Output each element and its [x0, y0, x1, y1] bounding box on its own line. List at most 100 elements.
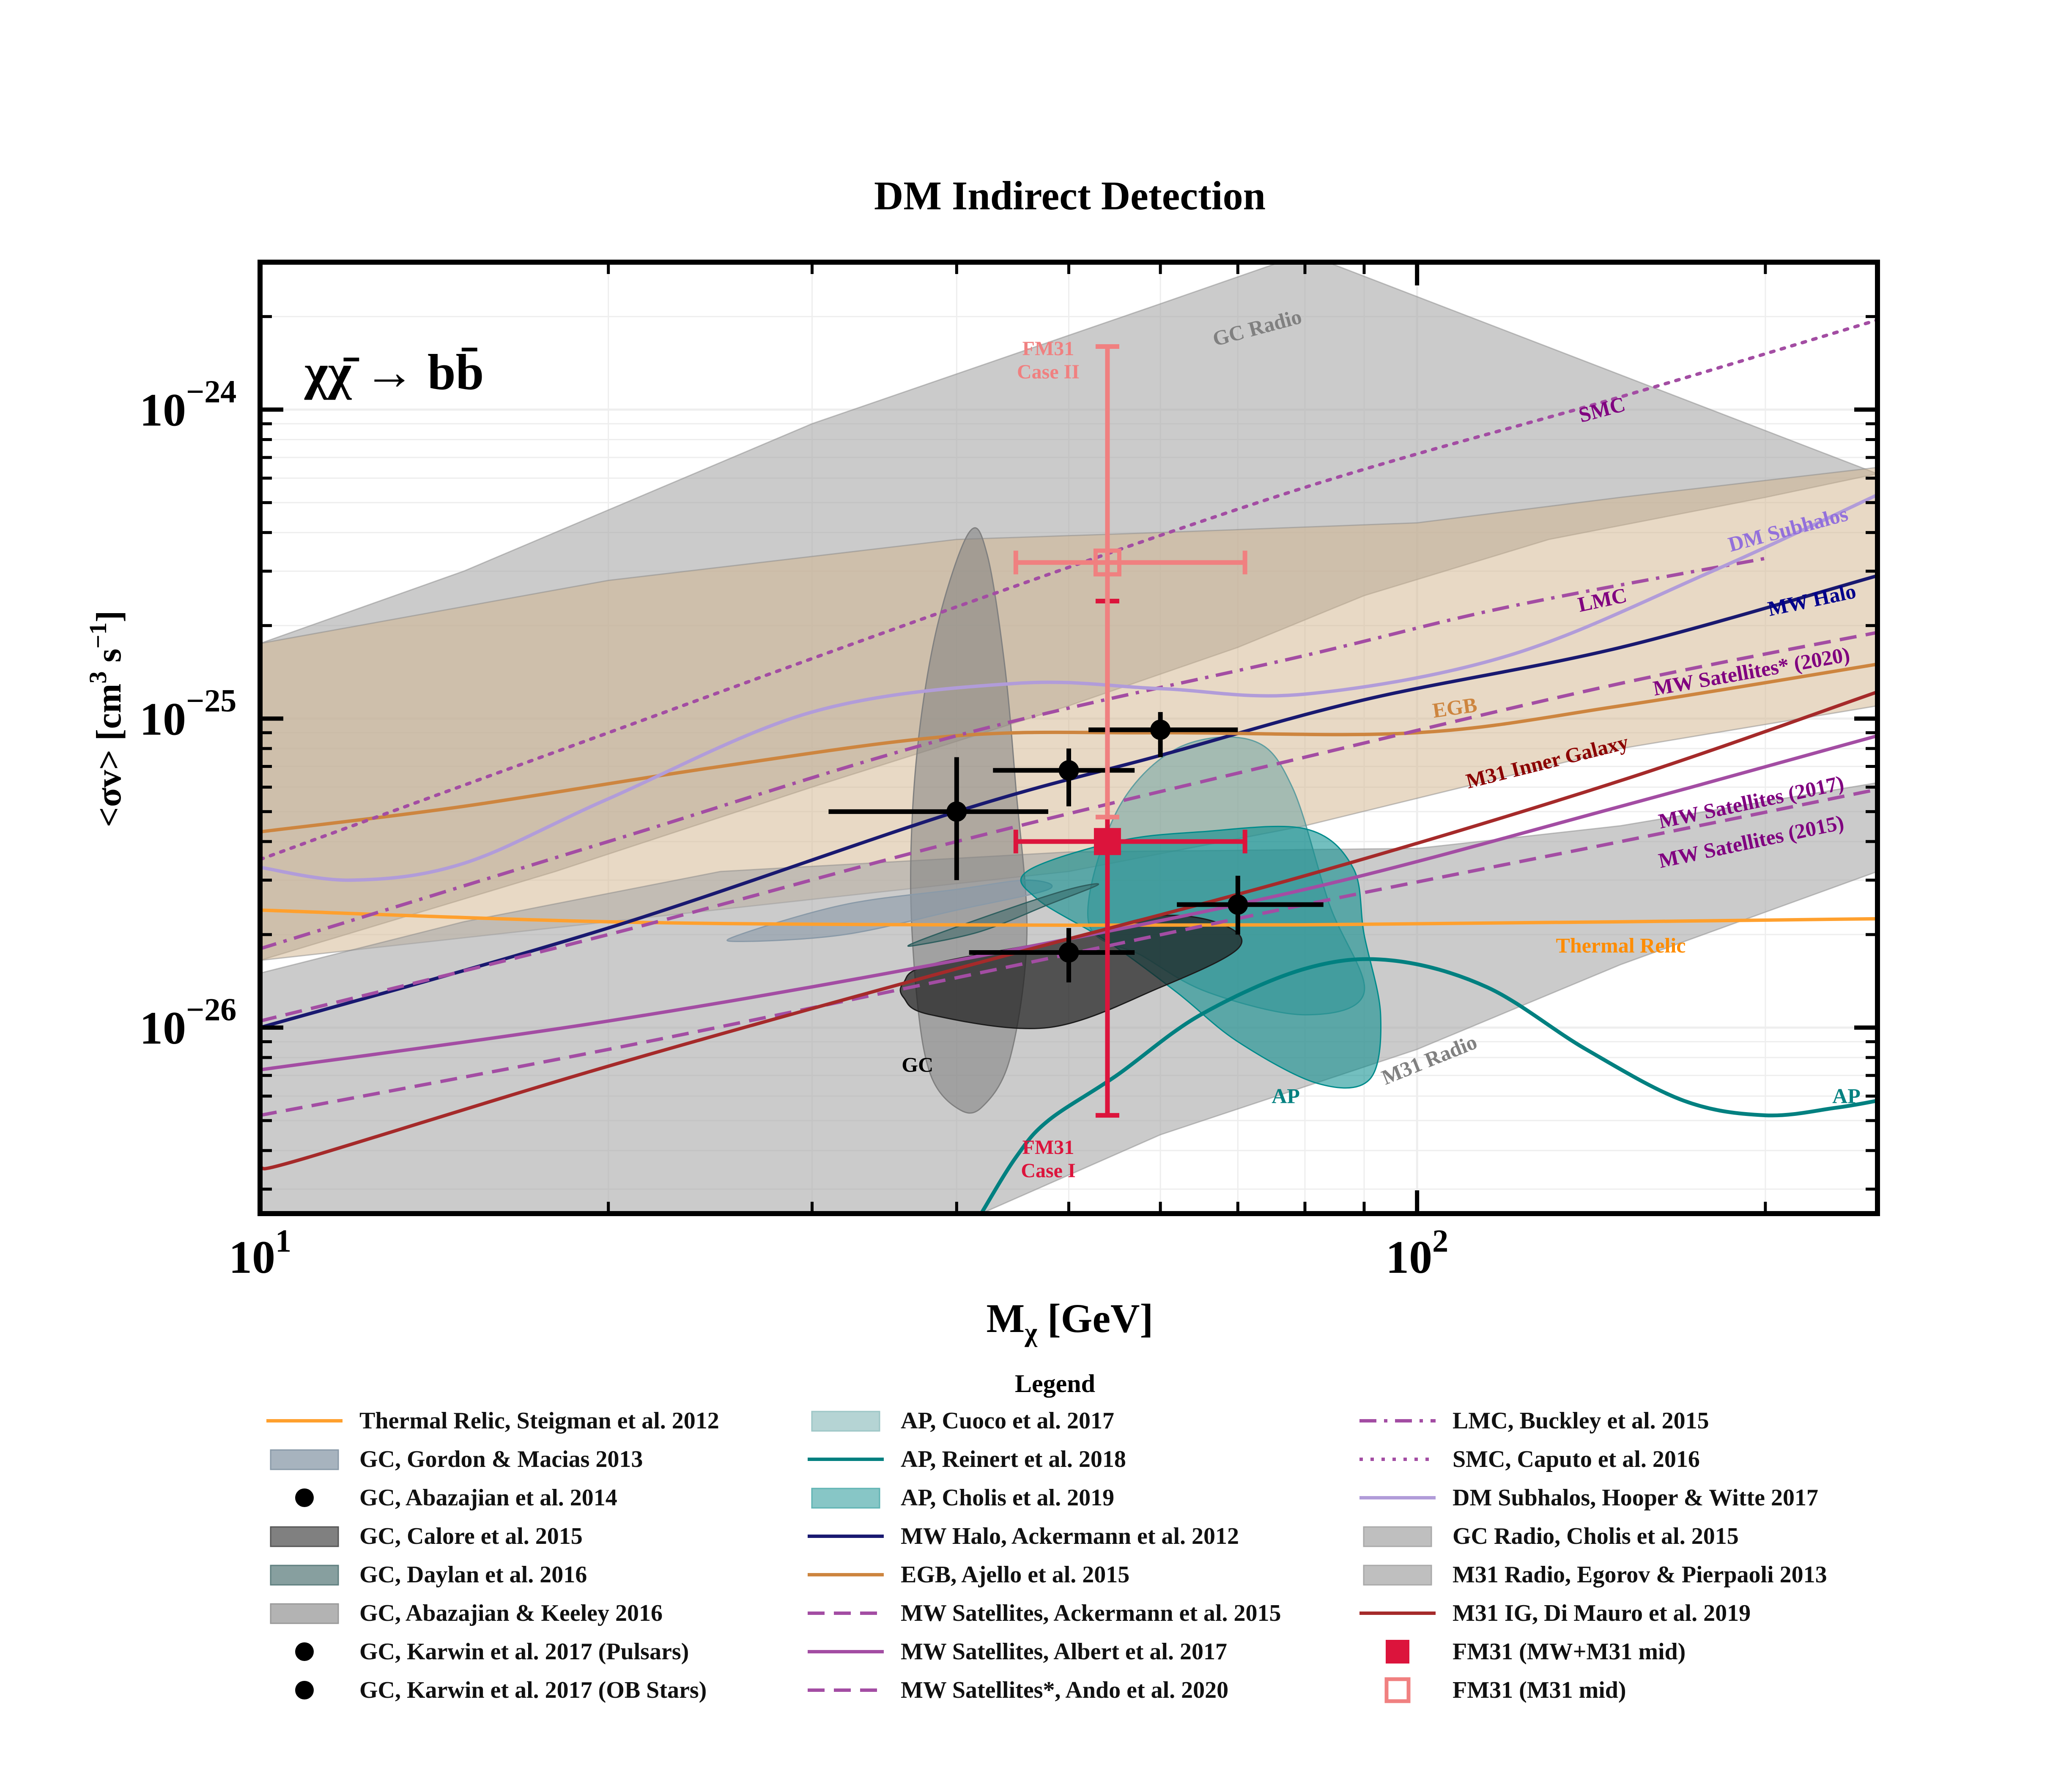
legend-symbol — [1384, 1677, 1411, 1703]
legend-label: MW Halo, Ackermann et al. 2012 — [901, 1523, 1239, 1549]
legend-item-gc-calore-et-al-2015: GC, Calore et al. 2015 — [262, 1519, 583, 1553]
legend-symbol — [808, 1612, 884, 1615]
legend-patch — [270, 1526, 339, 1547]
annotation-ap: AP — [1272, 1084, 1300, 1107]
legend-label: GC, Karwin et al. 2017 (Pulsars) — [359, 1639, 689, 1665]
legend-item-mw-satellites-ando-et-al-2020: MW Satellites*, Ando et al. 2020 — [803, 1673, 1228, 1707]
case-label-line: Case II — [1017, 361, 1080, 383]
legend-label: DM Subhalos, Hooper & Witte 2017 — [1453, 1485, 1818, 1511]
legend-patch — [811, 1411, 880, 1432]
x-tick-exp: 1 — [275, 1223, 291, 1259]
x-tick-exp: 2 — [1432, 1223, 1448, 1259]
legend-symbol — [270, 1603, 339, 1624]
legend-item-gc-karwin-et-al-2017-pulsars: GC, Karwin et al. 2017 (Pulsars) — [262, 1635, 689, 1669]
case-label: FM31 Case II — [1017, 337, 1080, 383]
legend-symbol — [295, 1681, 314, 1699]
y-tick-exp: −26 — [186, 992, 236, 1028]
series-mw-satellites-ackermann-et-al-2015 — [260, 787, 1877, 1117]
legend-symbol — [1363, 1565, 1432, 1586]
legend-label: GC, Daylan et al. 2016 — [359, 1562, 587, 1588]
legend-item-ap-cholis-et-al-2019: AP, Cholis et al. 2019 — [803, 1481, 1114, 1515]
case-label-line: FM31 — [1022, 1136, 1074, 1159]
legend-label: GC, Abazajian & Keeley 2016 — [359, 1600, 663, 1626]
legend-item-m31-radio-egorov-pierpaoli-2013: M31 Radio, Egorov & Pierpaoli 2013 — [1355, 1558, 1827, 1592]
x-tick-base: 10 — [1386, 1231, 1432, 1283]
legend-symbol — [1363, 1526, 1432, 1547]
case-label-line: Case I — [1021, 1159, 1075, 1182]
circle-marker — [1058, 942, 1079, 963]
legend-item-egb-ajello-et-al-2015: EGB, Ajello et al. 2015 — [803, 1558, 1129, 1592]
legend-symbol — [808, 1650, 884, 1653]
legend-item-gc-abazajian-keeley-2016: GC, Abazajian & Keeley 2016 — [262, 1596, 663, 1630]
legend-symbol — [808, 1535, 884, 1538]
legend-item-fm31-m31-mid: FM31 (M31 mid) — [1355, 1673, 1626, 1707]
open-square-marker — [1093, 548, 1121, 577]
legend-label: SMC, Caputo et al. 2016 — [1453, 1446, 1700, 1472]
legend-symbol — [295, 1488, 314, 1507]
legend-item-gc-daylan-et-al-2016: GC, Daylan et al. 2016 — [262, 1558, 587, 1592]
circle-marker — [946, 801, 967, 822]
legend-label: AP, Cholis et al. 2019 — [901, 1485, 1115, 1511]
legend-item-mw-halo-ackermann-et-al-2012: MW Halo, Ackermann et al. 2012 — [803, 1519, 1239, 1553]
legend-item-ap-reinert-et-al-2018: AP, Reinert et al. 2018 — [803, 1442, 1126, 1476]
legend-dot — [295, 1642, 314, 1661]
legend-label: GC, Karwin et al. 2017 (OB Stars) — [359, 1677, 707, 1703]
legend-symbol — [808, 1573, 884, 1576]
point-gc-extra-2 — [1177, 876, 1324, 935]
x-axis-label-sub: χ — [1024, 1317, 1038, 1347]
y-axis-label: <σv> [cm3 s−1] — [84, 611, 129, 827]
y-tick-exp: −24 — [186, 374, 236, 410]
legend-dot — [295, 1681, 314, 1699]
series-mw-halo-ackermann-et-al-2012 — [260, 574, 1877, 1029]
legend-label: FM31 (M31 mid) — [1453, 1677, 1626, 1703]
legend-label: GC, Gordon & Macias 2013 — [359, 1446, 643, 1472]
legend-item-mw-satellites-ackermann-et-al-2015: MW Satellites, Ackermann et al. 2015 — [803, 1596, 1281, 1630]
point-fm31-m31-mid — [1013, 344, 1247, 819]
case-label-line: FM31 — [1022, 337, 1074, 360]
legend-label: GC, Abazajian et al. 2014 — [359, 1485, 617, 1511]
point-gc-abazajian-et-al-2014 — [828, 757, 1048, 880]
legend-symbol — [270, 1526, 339, 1547]
legend-patch — [811, 1488, 880, 1509]
square-marker — [1094, 828, 1121, 855]
legend-item-gc-radio-cholis-et-al-2015: GC Radio, Cholis et al. 2015 — [1355, 1519, 1739, 1553]
legend-label: M31 IG, Di Mauro et al. 2019 — [1453, 1600, 1751, 1626]
legend-item-gc-karwin-et-al-2017-ob-stars: GC, Karwin et al. 2017 (OB Stars) — [262, 1673, 707, 1707]
y-tick-base: 10 — [140, 384, 186, 436]
y-tick-exp: −25 — [186, 683, 236, 718]
series-egb-ajello-et-al-2015 — [260, 662, 1877, 834]
legend-symbol — [1359, 1419, 1436, 1422]
legend-symbol — [808, 1458, 884, 1461]
legend-patch — [1363, 1526, 1432, 1547]
point-gc-karwin-et-al-2017-pulsars — [993, 748, 1135, 806]
x-axis-label: Mχ [GeV] — [987, 1296, 1154, 1347]
legend-item-ap-cuoco-et-al-2017: AP, Cuoco et al. 2017 — [803, 1404, 1114, 1438]
legend-patch — [1363, 1565, 1432, 1586]
legend-symbol — [266, 1419, 343, 1422]
contour-gc-daylan-et-al-2016 — [907, 883, 1099, 947]
legend-dot — [295, 1488, 314, 1507]
legend-item-mw-satellites-albert-et-al-2017: MW Satellites, Albert et al. 2017 — [803, 1635, 1227, 1669]
legend-symbol — [1359, 1458, 1436, 1461]
legend-label: MW Satellites, Albert et al. 2017 — [901, 1639, 1227, 1665]
legend-item-dm-subhalos-hooper-witte-2017: DM Subhalos, Hooper & Witte 2017 — [1355, 1481, 1818, 1515]
legend-item-thermal-relic-steigman-et-al-2012: Thermal Relic, Steigman et al. 2012 — [262, 1404, 719, 1438]
annotation-ap: AP — [1832, 1084, 1861, 1107]
legend-square — [1386, 1640, 1409, 1664]
legend-label: AP, Cuoco et al. 2017 — [901, 1408, 1115, 1434]
y-tick-label: 10−25 — [140, 683, 236, 745]
channel-label: χχ̄ → bb̄ — [304, 344, 484, 400]
legend-label: GC, Calore et al. 2015 — [359, 1523, 583, 1549]
legend-label: GC Radio, Cholis et al. 2015 — [1453, 1523, 1739, 1549]
legend-patch — [270, 1603, 339, 1624]
legend-symbol — [808, 1688, 884, 1692]
series-ap-reinert-et-al-2018 — [979, 957, 1877, 1214]
annotation-gc: GC — [902, 1052, 933, 1076]
legend-symbol — [270, 1449, 339, 1470]
legend-item-gc-gordon-macias-2013: GC, Gordon & Macias 2013 — [262, 1442, 643, 1476]
legend-symbol — [811, 1488, 880, 1509]
y-tick-label: 10−26 — [140, 992, 236, 1054]
legend-label: MW Satellites*, Ando et al. 2020 — [901, 1677, 1229, 1703]
legend-item-fm31-mw-m31-mid: FM31 (MW+M31 mid) — [1355, 1635, 1686, 1669]
